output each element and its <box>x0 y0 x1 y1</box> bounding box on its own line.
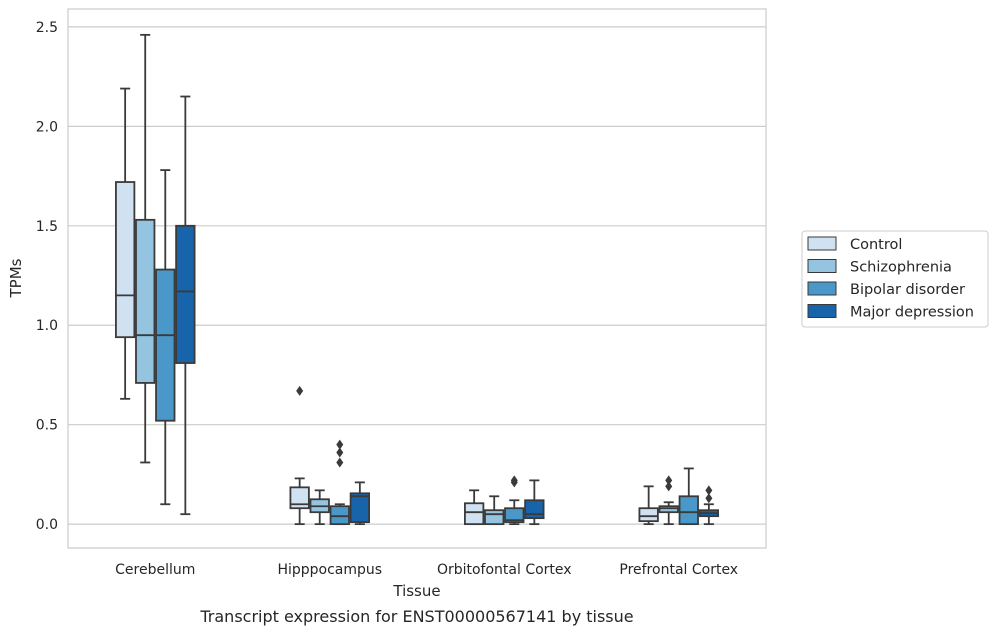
legend-swatch <box>807 281 837 296</box>
iqr-box <box>638 507 659 523</box>
x-tick-label: Cerebellum <box>115 562 195 578</box>
outlier-point <box>336 457 344 468</box>
outlier-point <box>510 475 518 486</box>
x-axis-label: Tissue <box>392 582 440 600</box>
y-tick-label: 2.0 <box>36 119 58 135</box>
legend: Control Schizophrenia Bipolar disorder Majo… <box>801 230 989 328</box>
y-tick-label: 0.5 <box>36 418 58 434</box>
y-tick-label: 1.5 <box>36 219 58 235</box>
box-bipolar-disorder <box>504 475 525 526</box>
legend-label: Control <box>850 237 902 253</box>
outlier-point <box>705 485 713 496</box>
iqr-box <box>678 495 699 526</box>
legend-label: Schizophrenia <box>850 260 952 276</box>
legend-label: Major depression <box>850 305 974 321</box>
box-major-depression <box>524 479 545 526</box>
box-control <box>289 385 310 526</box>
iqr-box <box>504 507 525 524</box>
iqr-box <box>155 268 176 422</box>
y-tick-label: 0.0 <box>36 517 58 533</box>
legend-swatch <box>807 236 837 251</box>
x-tick-label: Prefrontal Cortex <box>619 562 738 578</box>
iqr-box <box>464 502 485 526</box>
box-bipolar-disorder <box>155 169 176 506</box>
iqr-box <box>135 218 156 384</box>
y-tick-labels: 0.0 0.5 1.0 1.5 2.0 2.5 <box>36 20 58 533</box>
y-tick-label: 2.5 <box>36 20 58 36</box>
boxes-layer <box>115 33 719 526</box>
box-control <box>638 485 659 526</box>
outlier-point <box>665 481 673 492</box>
x-tick-labels: Cerebellum Hipppocampus Orbitofontal Corte… <box>115 562 738 578</box>
outlier-point <box>336 439 344 450</box>
iqr-box <box>484 509 505 526</box>
legend-swatch <box>807 304 837 318</box>
iqr-box <box>524 499 545 520</box>
chart-caption: Transcript expression for ENST0000056714… <box>199 607 633 626</box>
y-axis-label: TPMs <box>7 258 25 298</box>
iqr-box <box>658 505 679 514</box>
box-bipolar-disorder <box>678 467 699 526</box>
box-major-depression <box>349 481 370 526</box>
box-schizophrenia <box>309 489 330 526</box>
legend-items: Control Schizophrenia Bipolar disorder Majo… <box>807 236 974 321</box>
iqr-box <box>289 486 310 510</box>
box-bipolar-disorder <box>329 439 350 526</box>
legend-frame <box>801 230 989 328</box>
outlier-point <box>665 475 673 486</box>
box-schizophrenia <box>484 495 505 526</box>
box-control <box>464 489 485 526</box>
x-tick-label: Hipppocampus <box>277 562 382 578</box>
box-schizophrenia <box>658 475 679 526</box>
iqr-box <box>349 492 370 524</box>
outlier-point <box>296 385 304 396</box>
iqr-box <box>175 224 196 364</box>
outlier-point <box>336 447 344 458</box>
box-schizophrenia <box>135 33 156 464</box>
box-control <box>115 87 136 400</box>
legend-label: Bipolar disorder <box>850 282 965 298</box>
iqr-box <box>329 505 350 526</box>
box-major-depression <box>698 485 719 526</box>
x-tick-label: Orbitofontal Cortex <box>437 562 572 578</box>
box-major-depression <box>175 95 196 516</box>
y-tick-label: 1.0 <box>36 318 58 334</box>
legend-swatch <box>807 259 837 273</box>
outlier-point <box>705 493 713 504</box>
iqr-box <box>115 181 136 339</box>
